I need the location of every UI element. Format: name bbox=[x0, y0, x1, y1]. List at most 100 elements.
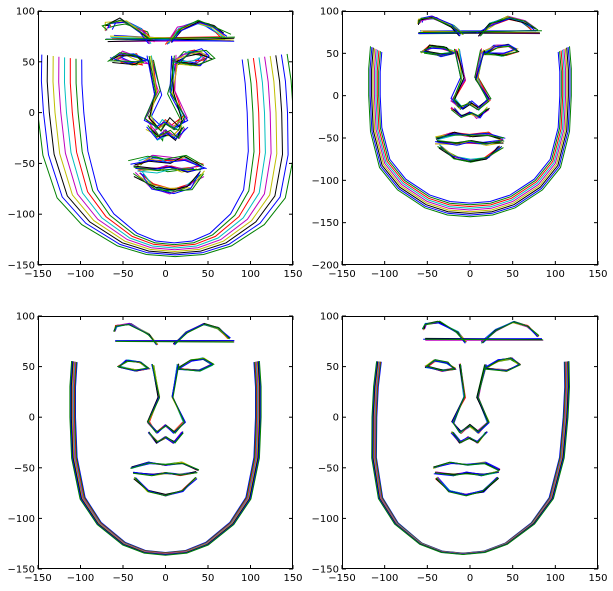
x-tick-label: 150 bbox=[283, 269, 302, 280]
series-line bbox=[424, 338, 544, 341]
series-line bbox=[452, 431, 486, 444]
series-line bbox=[147, 363, 185, 434]
y-tick-label: −100 bbox=[8, 210, 35, 221]
y-tick-label: −50 bbox=[318, 463, 339, 474]
series-line bbox=[52, 55, 278, 253]
series-line bbox=[421, 16, 462, 35]
x-tick-label: 100 bbox=[546, 573, 565, 584]
series-line bbox=[105, 17, 150, 40]
series-line bbox=[484, 357, 521, 372]
series-line bbox=[453, 48, 490, 111]
y-tick-label: 0 bbox=[333, 91, 339, 102]
series-line bbox=[482, 44, 518, 56]
x-tick-label: 50 bbox=[202, 269, 215, 280]
x-tick-label: 50 bbox=[202, 573, 215, 584]
series-line bbox=[420, 46, 453, 55]
series-line bbox=[113, 324, 157, 345]
series-line bbox=[418, 17, 464, 35]
series-line bbox=[170, 19, 232, 42]
x-tick-label: 50 bbox=[506, 573, 519, 584]
series-line bbox=[145, 125, 183, 137]
series-line bbox=[107, 52, 145, 63]
y-tick-label: −150 bbox=[312, 218, 339, 229]
series-line bbox=[171, 21, 228, 43]
series-line bbox=[378, 51, 562, 206]
y-tick-label: 100 bbox=[16, 7, 35, 18]
x-tick-label: −150 bbox=[24, 573, 51, 584]
series-line bbox=[128, 154, 204, 167]
x-tick-label: 150 bbox=[283, 573, 302, 584]
x-tick-label: −50 bbox=[112, 573, 133, 584]
series-line bbox=[373, 361, 568, 555]
series-line bbox=[131, 461, 199, 472]
x-tick-label: 100 bbox=[546, 269, 565, 280]
series-line bbox=[134, 155, 202, 167]
y-tick-label: 50 bbox=[326, 49, 339, 60]
series-line bbox=[436, 140, 503, 145]
series-line bbox=[372, 361, 569, 555]
y-tick-label: 0 bbox=[333, 413, 339, 424]
series-line bbox=[440, 146, 504, 163]
series-line bbox=[108, 23, 151, 40]
series-line bbox=[133, 166, 201, 172]
series-group bbox=[69, 322, 262, 556]
y-tick-label: 0 bbox=[29, 413, 35, 424]
series-line bbox=[117, 360, 149, 371]
series-line bbox=[130, 462, 200, 471]
x-tick-label: 0 bbox=[467, 573, 473, 584]
series-line bbox=[101, 19, 152, 41]
y-tick-label: −150 bbox=[312, 565, 339, 576]
series-line bbox=[147, 364, 186, 434]
series-line bbox=[479, 16, 539, 37]
series-line bbox=[138, 170, 205, 189]
series-line bbox=[146, 363, 186, 433]
y-tick-label: 100 bbox=[320, 7, 339, 18]
x-tick-label: 0 bbox=[162, 573, 168, 584]
series-line bbox=[417, 16, 460, 37]
x-tick-label: −50 bbox=[417, 573, 438, 584]
series-line bbox=[452, 363, 490, 434]
series-line bbox=[69, 360, 262, 556]
series-line bbox=[434, 471, 498, 476]
series-line bbox=[147, 363, 184, 434]
x-tick-label: −150 bbox=[328, 269, 355, 280]
x-tick-label: 0 bbox=[467, 269, 473, 280]
series-line bbox=[371, 47, 569, 214]
series-line bbox=[63, 57, 266, 249]
series-line bbox=[375, 361, 566, 554]
series-line bbox=[174, 323, 230, 345]
panel-4: −150 −100 −50 0 50 100 150 100 50 0 −50 −100 −150 bbox=[312, 312, 608, 585]
series-line bbox=[144, 55, 186, 132]
x-tick-label: −50 bbox=[112, 269, 133, 280]
series-line bbox=[46, 55, 284, 254]
series-line bbox=[433, 461, 500, 472]
series-group bbox=[38, 17, 293, 258]
series-line bbox=[371, 361, 570, 555]
axes-frame bbox=[342, 316, 598, 569]
series-line bbox=[69, 58, 261, 247]
series-line bbox=[483, 45, 519, 57]
series-line bbox=[375, 49, 565, 209]
series-line bbox=[130, 159, 207, 170]
x-tick-label: −150 bbox=[24, 269, 51, 280]
series-line bbox=[75, 58, 255, 246]
series-line bbox=[147, 124, 183, 139]
series-line bbox=[368, 46, 572, 218]
axes-frame bbox=[342, 11, 598, 265]
x-tick-label: 150 bbox=[588, 573, 607, 584]
panel-2: −150 −100 −50 0 50 100 150100500−50−100−150−20… bbox=[312, 7, 608, 281]
series-group bbox=[368, 15, 572, 218]
series-line bbox=[375, 361, 566, 554]
series-line bbox=[374, 361, 568, 555]
x-tick-label: 150 bbox=[588, 269, 607, 280]
series-line bbox=[134, 476, 197, 497]
y-tick-label: 100 bbox=[320, 312, 339, 323]
y-tick-label: −100 bbox=[312, 176, 339, 187]
series-line bbox=[374, 361, 567, 555]
series-line bbox=[435, 134, 505, 139]
series-line bbox=[115, 340, 234, 343]
series-line bbox=[425, 359, 456, 372]
series-line bbox=[139, 172, 198, 190]
series-line bbox=[371, 361, 571, 556]
y-tick-label: −50 bbox=[14, 463, 35, 474]
